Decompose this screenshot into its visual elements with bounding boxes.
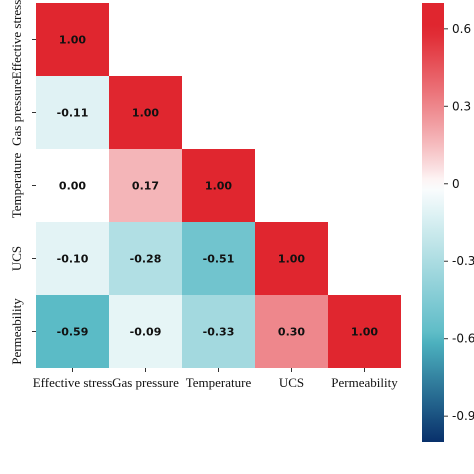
- cell-value-label-4-0: -0.59: [57, 326, 89, 339]
- cell-value-label-3-2: -0.51: [203, 253, 235, 266]
- cell-value-label-2-1: 0.17: [132, 180, 159, 193]
- heatmap-cell-4-1: [109, 295, 182, 368]
- colorbar-tick-label-0: 0.6: [452, 22, 471, 36]
- y-tick-label-1: Gas pressure: [9, 79, 24, 146]
- x-tick-label-3: UCS: [279, 375, 304, 390]
- colorbar-tick-label-2: 0: [452, 177, 460, 191]
- cell-value-label-0-0: 1.00: [59, 34, 86, 47]
- colorbar-gradient: [422, 3, 444, 442]
- cell-value-label-4-4: 1.00: [351, 326, 378, 339]
- cell-value-label-3-1: -0.28: [130, 253, 162, 266]
- cell-value-label-2-0: 0.00: [59, 180, 86, 193]
- x-tick-label-1: Gas pressure: [112, 375, 179, 390]
- colorbar-tick-label-1: 0.3: [452, 99, 471, 113]
- heatmap-cell-2-0: [36, 149, 109, 222]
- heatmap-cell-3-2: [182, 222, 255, 295]
- heatmap-cell-3-1: [109, 222, 182, 295]
- colorbar-tick-label-3: -0.3: [452, 254, 474, 268]
- heatmap-cell-1-0: [36, 76, 109, 149]
- heatmap-cell-4-4: [328, 295, 401, 368]
- heatmap-cell-2-2: [182, 149, 255, 222]
- cell-value-label-4-2: -0.33: [203, 326, 235, 339]
- y-tick-label-0: Effective stress: [9, 0, 24, 79]
- heatmap-cell-0-0: [36, 3, 109, 76]
- cell-value-label-2-2: 1.00: [205, 180, 232, 193]
- cell-value-label-1-0: -0.11: [57, 107, 89, 120]
- y-tick-label-2: Temperature: [9, 153, 24, 219]
- cell-value-label-1-1: 1.00: [132, 107, 159, 120]
- x-tick-label-2: Temperature: [186, 375, 252, 390]
- heatmap-cell-3-0: [36, 222, 109, 295]
- heatmap-cell-4-0: [36, 295, 109, 368]
- y-tick-label-4: Permeability: [9, 298, 24, 365]
- colorbar-tick-label-5: -0.9: [452, 409, 474, 423]
- heatmap-cell-1-1: [109, 76, 182, 149]
- heatmap-cell-2-1: [109, 149, 182, 222]
- heatmap-cell-3-3: [255, 222, 328, 295]
- y-tick-label-3: UCS: [9, 246, 24, 271]
- x-tick-label-4: Permeability: [331, 375, 398, 390]
- cell-value-label-3-3: 1.00: [278, 253, 305, 266]
- cell-value-label-4-1: -0.09: [130, 326, 162, 339]
- heatmap-cell-4-3: [255, 295, 328, 368]
- heatmap-cell-4-2: [182, 295, 255, 368]
- colorbar-tick-label-4: -0.6: [452, 332, 474, 346]
- cell-value-label-4-3: 0.30: [278, 326, 305, 339]
- cell-value-label-3-0: -0.10: [57, 253, 89, 266]
- x-tick-label-0: Effective stress: [33, 375, 113, 390]
